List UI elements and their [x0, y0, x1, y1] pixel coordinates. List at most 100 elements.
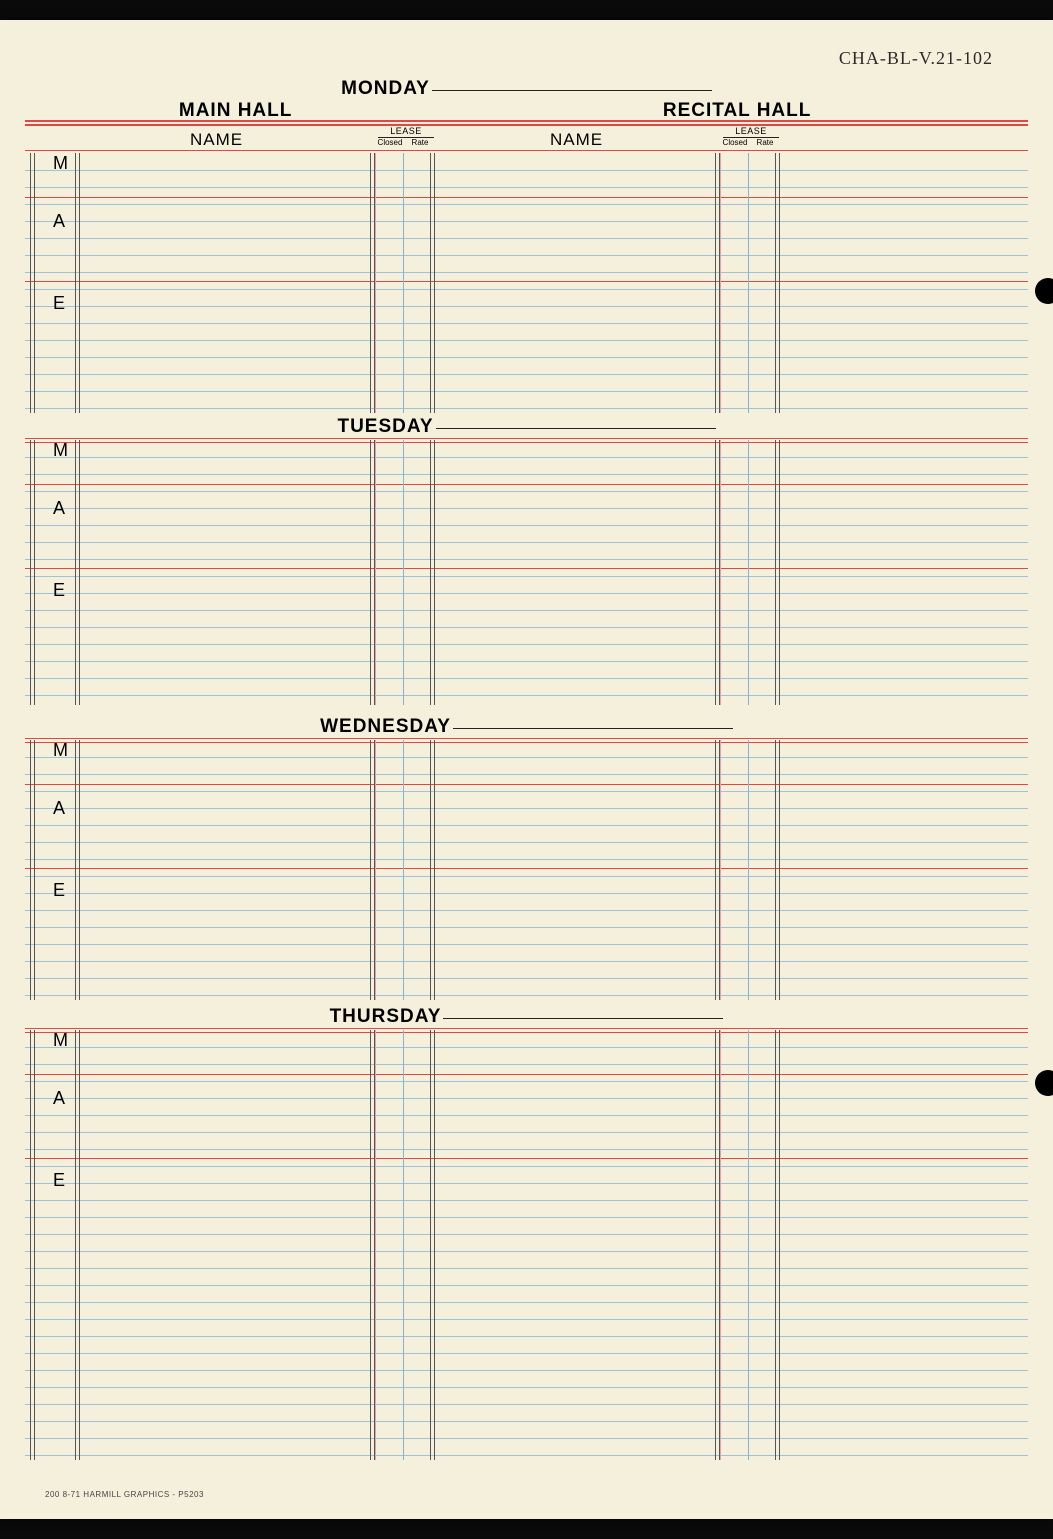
ruled-line — [25, 1387, 1028, 1388]
red-section-rule — [25, 197, 1028, 198]
closed-header-2: Closed — [721, 138, 749, 147]
day-fill-line — [432, 90, 712, 91]
ruled-line — [25, 187, 1028, 188]
time-slot-letter: M — [53, 740, 68, 761]
ruled-line — [25, 627, 1028, 628]
day-label: TUESDAY — [337, 416, 433, 438]
time-slot-letter: E — [53, 293, 65, 314]
ruled-line — [25, 1370, 1028, 1371]
day-block: MAE — [25, 153, 1028, 413]
ruled-line — [25, 474, 1028, 475]
ruled-line — [25, 1166, 1028, 1167]
lease-header-2: LEASE — [723, 126, 779, 138]
ruled-line — [25, 808, 1028, 809]
ruled-line — [25, 995, 1028, 996]
ruled-line — [25, 978, 1028, 979]
handwritten-reference: CHA-BL-V.21-102 — [839, 48, 993, 69]
vertical-blue-rule — [403, 740, 404, 1000]
ruled-line — [25, 1336, 1028, 1337]
ruled-line — [25, 695, 1028, 696]
day-block: MAE — [25, 1030, 1028, 1460]
day-block: M A E — [25, 440, 1028, 705]
ruled-line — [25, 927, 1028, 928]
time-slot-letter: E — [53, 880, 65, 901]
ruled-line — [25, 272, 1028, 273]
time-slot-letter: M — [53, 440, 68, 461]
vertical-blue-rule — [748, 153, 749, 413]
ruled-line — [25, 306, 1028, 307]
column-headers: NAME LEASE Closed Rate NAME LEASE Closed… — [25, 126, 1028, 152]
ruled-line — [25, 1183, 1028, 1184]
vertical-pink-rule — [720, 1030, 721, 1460]
ruled-line — [25, 559, 1028, 560]
ruled-line — [25, 1200, 1028, 1201]
block-top-red-rule — [25, 1028, 1028, 1033]
time-slot-letter: M — [53, 1030, 68, 1051]
ruled-line — [25, 825, 1028, 826]
vertical-pink-rule — [375, 153, 376, 413]
ruled-line — [25, 525, 1028, 526]
ruled-line — [25, 1251, 1028, 1252]
ruled-line — [25, 542, 1028, 543]
day-header-thursday: THURSDAY — [25, 1006, 1028, 1028]
red-section-rule — [25, 484, 1028, 485]
red-section-rule — [25, 568, 1028, 569]
time-slot-letter: A — [53, 211, 65, 232]
ruled-line — [25, 408, 1028, 409]
main-hall-label: MAIN HALL — [25, 100, 446, 122]
ruled-line — [25, 1132, 1028, 1133]
vertical-pink-rule — [720, 153, 721, 413]
ruled-line — [25, 1455, 1028, 1456]
ruled-line — [25, 757, 1028, 758]
time-slot-letter: A — [53, 798, 65, 819]
punch-hole — [1035, 278, 1053, 304]
time-slot-letter: A — [53, 498, 65, 519]
vertical-pink-rule — [375, 440, 376, 705]
ruled-line — [25, 221, 1028, 222]
ruled-line — [25, 1353, 1028, 1354]
lease-header-1: LEASE — [378, 126, 434, 138]
red-section-rule — [25, 1158, 1028, 1159]
recital-hall-label: RECITAL HALL — [446, 100, 1028, 122]
day-header-monday: MONDAY — [25, 78, 1028, 100]
ruled-line — [25, 1064, 1028, 1065]
ruled-line — [25, 1149, 1028, 1150]
day-label: MONDAY — [341, 78, 430, 100]
day-fill-line — [453, 728, 733, 729]
ruled-line — [25, 1217, 1028, 1218]
red-section-rule — [25, 1074, 1028, 1075]
vertical-blue-rule — [403, 153, 404, 413]
block-top-red-rule — [25, 738, 1028, 743]
vertical-pink-rule — [375, 740, 376, 1000]
ledger-page: CHA-BL-V.21-102 MAIN HALL RECITAL HALL N… — [0, 20, 1053, 1519]
name-header-2: NAME — [550, 130, 603, 150]
ruled-line — [25, 1047, 1028, 1048]
ruled-line — [25, 1115, 1028, 1116]
ruled-line — [25, 893, 1028, 894]
vertical-pink-rule — [720, 740, 721, 1000]
ruled-line — [25, 1421, 1028, 1422]
time-slot-letter: E — [53, 580, 65, 601]
day-header-wednesday: WEDNESDAY — [25, 716, 1028, 738]
day-block: M A E — [25, 740, 1028, 1000]
ruled-line — [25, 238, 1028, 239]
header-bottom-rule — [25, 150, 1028, 151]
ruled-line — [25, 1234, 1028, 1235]
ruled-line — [25, 491, 1028, 492]
ruled-line — [25, 774, 1028, 775]
ruled-line — [25, 593, 1028, 594]
red-section-rule — [25, 868, 1028, 869]
ruled-line — [25, 842, 1028, 843]
ruled-line — [25, 1285, 1028, 1286]
ruled-line — [25, 391, 1028, 392]
red-section-rule — [25, 281, 1028, 282]
day-fill-line — [436, 428, 716, 429]
ruled-line — [25, 910, 1028, 911]
closed-header-1: Closed — [376, 138, 404, 147]
vertical-blue-rule — [748, 740, 749, 1000]
ruled-line — [25, 678, 1028, 679]
ruled-line — [25, 1319, 1028, 1320]
ruled-line — [25, 357, 1028, 358]
ruled-line — [25, 1268, 1028, 1269]
time-slot-letter: E — [53, 1170, 65, 1191]
